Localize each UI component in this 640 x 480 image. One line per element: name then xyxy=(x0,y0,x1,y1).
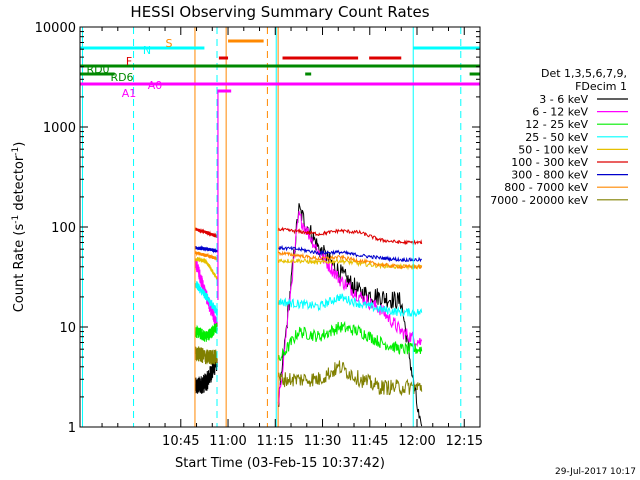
series-layer xyxy=(195,203,423,427)
flag-label-rd0: RD0 xyxy=(86,63,109,76)
series-trace xyxy=(277,293,423,318)
x-tick-label: 11:45 xyxy=(351,434,388,449)
y-axis: 1 10 100 1000 10000 xyxy=(35,21,480,436)
legend-label: 7000 - 20000 keV xyxy=(490,194,588,207)
y-label-part-1: Count Rate (s xyxy=(12,224,27,313)
flag-label-n: N xyxy=(143,44,151,57)
flag-label-a1: A1 xyxy=(122,87,137,100)
series-trace xyxy=(195,256,218,281)
legend-label: 3 - 6 keV xyxy=(539,93,588,106)
series-trace xyxy=(277,210,423,406)
series-trace xyxy=(195,245,218,254)
legend-label: 800 - 7000 keV xyxy=(504,181,588,194)
x-axis: 10:45 11:00 11:15 11:30 11:45 12:00 12:15 xyxy=(101,27,483,449)
legend-header-1: Det 1,3,5,6,7,9, xyxy=(541,67,627,80)
flag-label-f: F xyxy=(126,55,132,68)
series-trace xyxy=(277,250,423,270)
series-trace xyxy=(195,346,218,365)
x-tick-label: 11:15 xyxy=(257,434,294,449)
x-tick-label: 12:15 xyxy=(446,434,483,449)
legend-header-2: FDecim 1 xyxy=(575,80,627,93)
y-tick-label: 100 xyxy=(51,221,76,236)
y-tick-label: 10 xyxy=(59,321,76,336)
timestamp: 29-Jul-2017 10:17 xyxy=(555,467,636,477)
legend-label: 50 - 100 keV xyxy=(518,143,588,156)
chart-title: HESSI Observing Summary Count Rates xyxy=(130,3,429,21)
y-tick-label: 1 xyxy=(68,421,76,436)
x-tick-label: 10:45 xyxy=(162,434,199,449)
flag-label-rd6: RD6 xyxy=(110,71,133,84)
x-tick-label: 11:00 xyxy=(209,434,246,449)
y-tick-label: 1000 xyxy=(43,121,76,136)
plot-frame xyxy=(79,26,481,428)
series-trace xyxy=(195,251,218,262)
flag-label-a0: A0 xyxy=(148,79,163,92)
y-label-sup-2: -1 xyxy=(11,147,21,156)
series-trace xyxy=(195,322,218,342)
legend-label: 25 - 50 keV xyxy=(525,131,588,144)
x-axis-label: Start Time (03-Feb-15 10:37:42) xyxy=(175,456,385,471)
series-trace xyxy=(195,352,218,394)
y-label-part-2: detector xyxy=(12,155,27,215)
y-label-sup-1: -1 xyxy=(11,215,21,224)
x-tick-label: 11:30 xyxy=(304,434,341,449)
flag-label-s: S xyxy=(166,37,173,50)
series-trace xyxy=(277,226,423,246)
y-axis-label: Count Rate (s-1 detector-1) xyxy=(11,142,27,313)
legend-label: 6 - 12 keV xyxy=(532,106,588,119)
series-trace xyxy=(277,320,423,362)
y-tick-label: 10000 xyxy=(35,21,76,36)
series-trace xyxy=(195,281,218,316)
series-trace xyxy=(277,360,423,397)
legend-label: 100 - 300 keV xyxy=(511,156,588,169)
legend-label: 300 - 800 keV xyxy=(511,169,588,182)
y-label-part-3: ) xyxy=(12,142,27,147)
series-trace xyxy=(277,244,423,263)
series-trace xyxy=(195,227,218,238)
legend-label: 12 - 25 keV xyxy=(525,118,588,131)
x-tick-label: 12:00 xyxy=(398,434,435,449)
